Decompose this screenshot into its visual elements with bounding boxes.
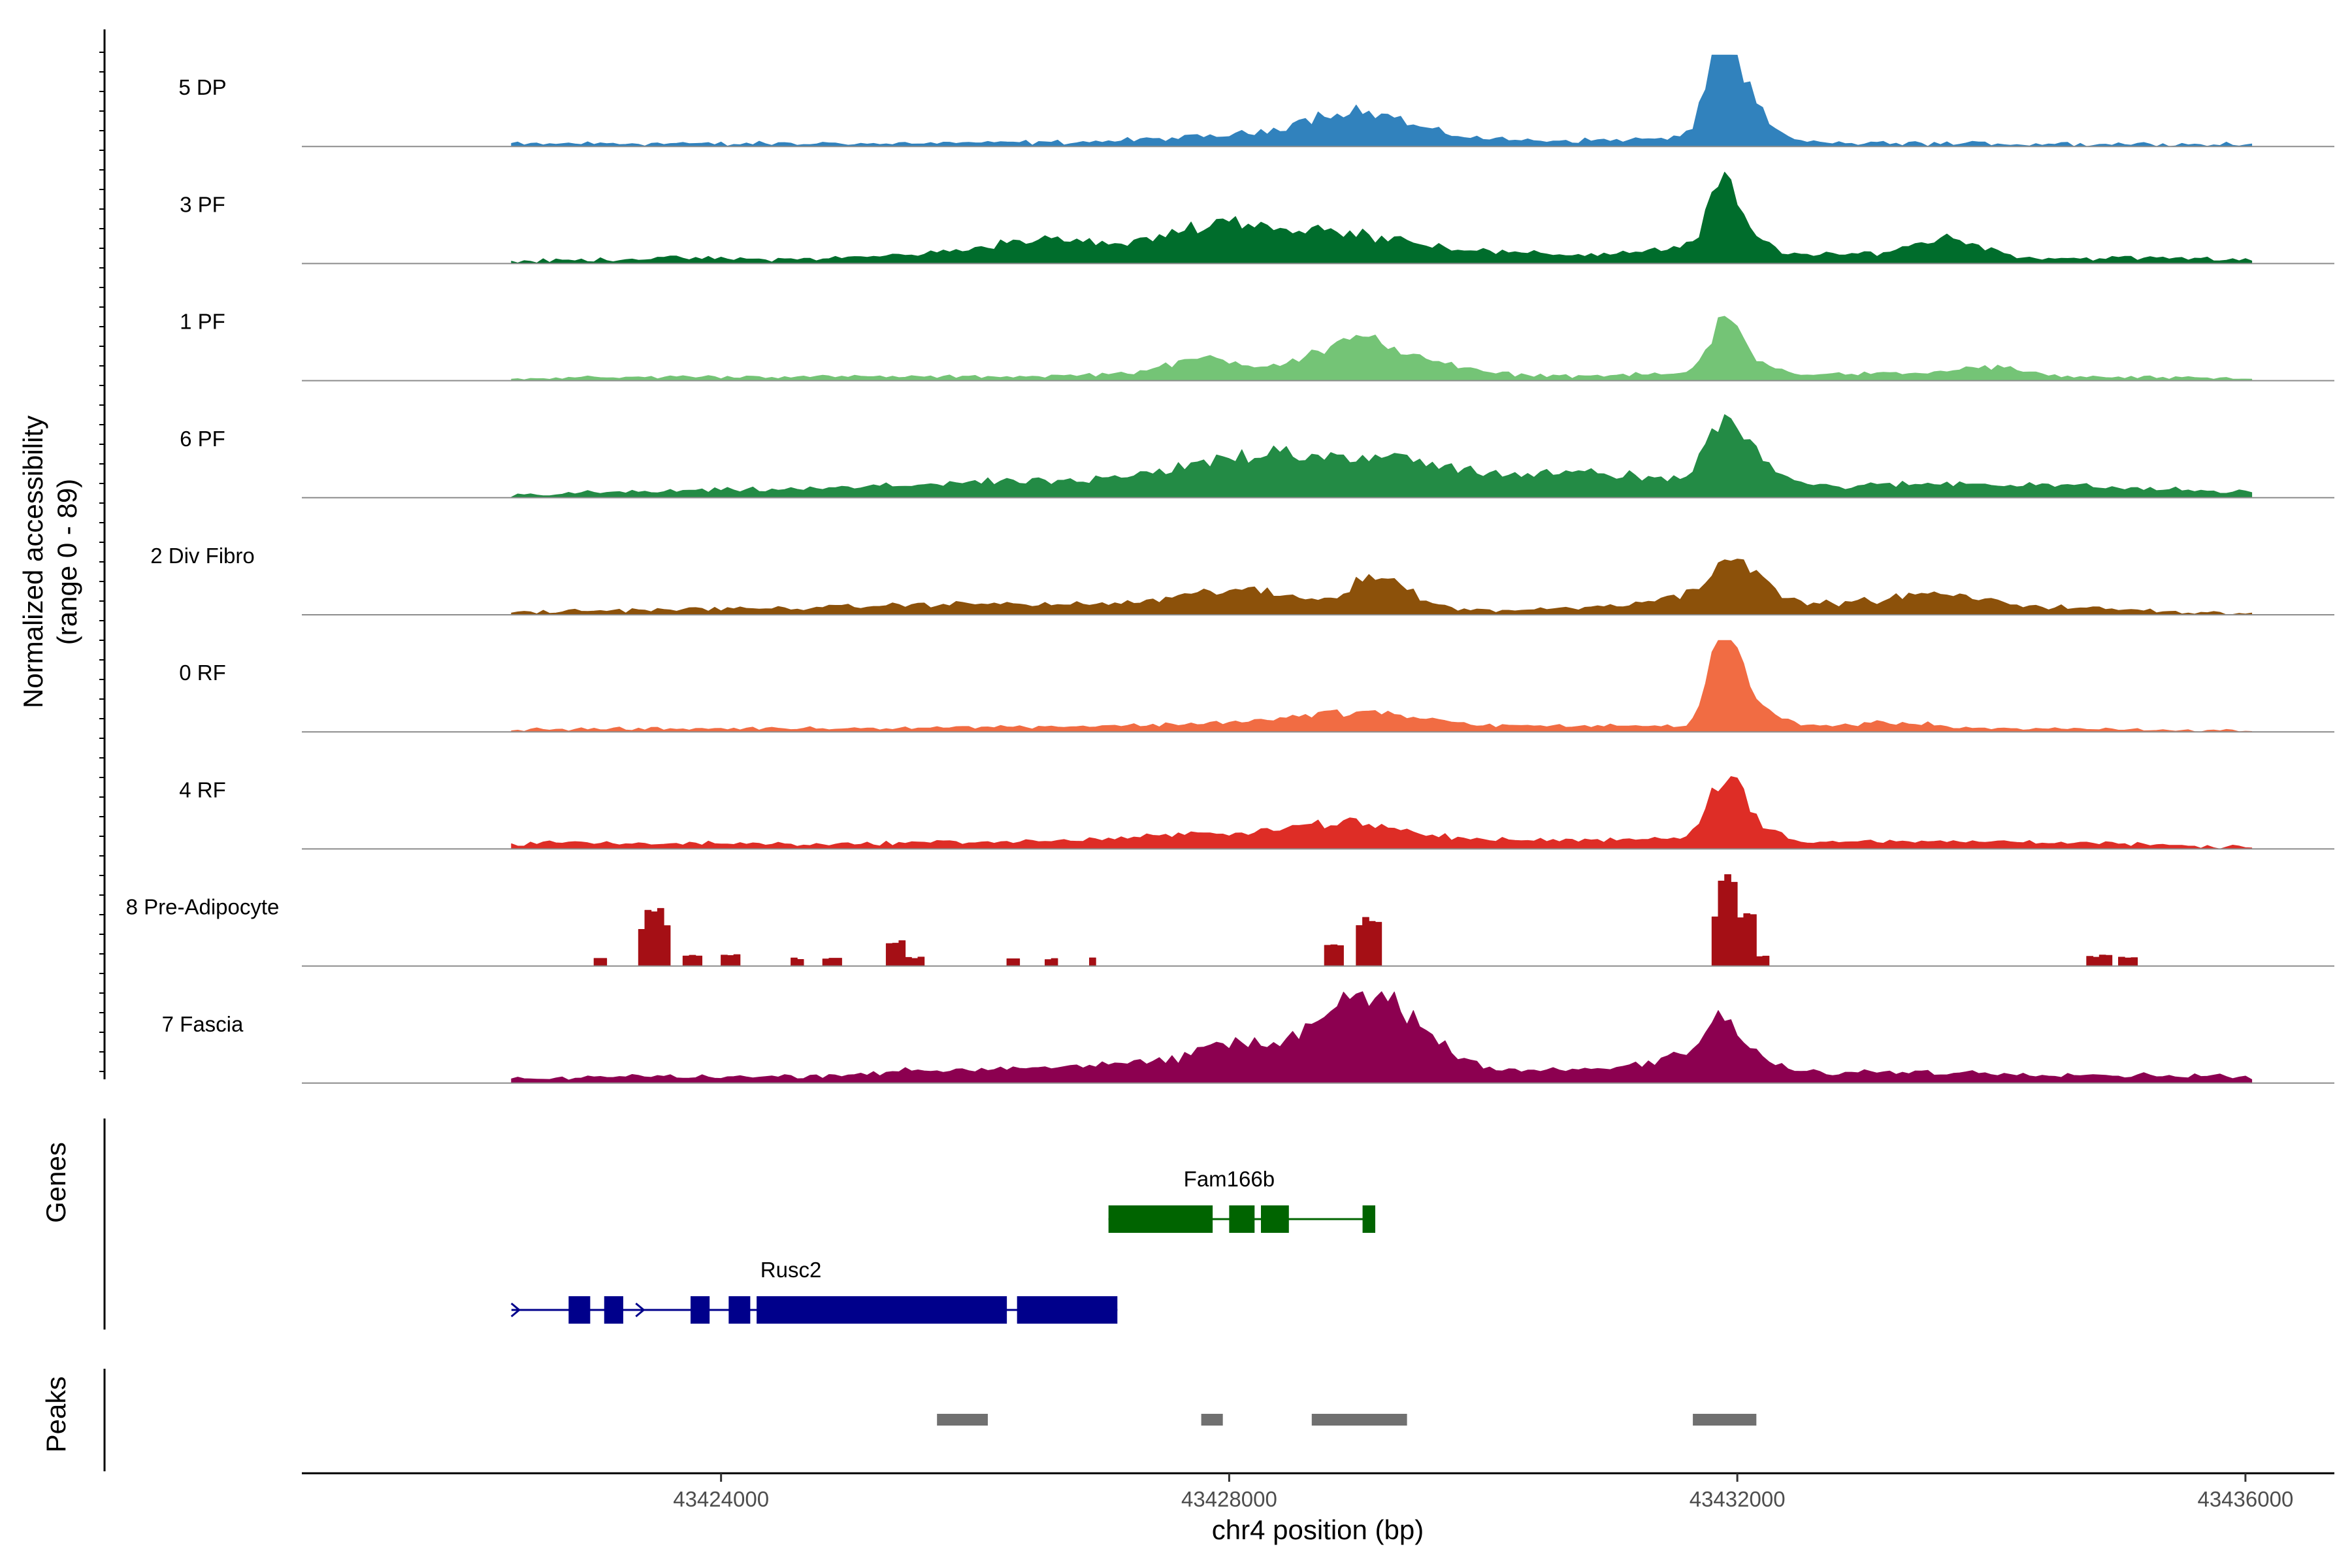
track-label: 0 RF xyxy=(179,661,226,685)
track-label: 4 RF xyxy=(179,777,226,802)
track-9: 7 Fascia xyxy=(162,991,2334,1084)
track-label: 8 Pre-Adipocyte xyxy=(126,895,280,919)
x-axis-tick-label: 43432000 xyxy=(1690,1487,1786,1511)
gene-annotation-track: Fam166b Rusc2 xyxy=(510,1167,1375,1324)
gene-fam166b: Fam166b xyxy=(1108,1167,1375,1233)
peaks-panel-title: Peaks xyxy=(41,1377,71,1453)
track-signal-area xyxy=(511,559,2253,615)
coverage-y-axis-ticks xyxy=(99,52,105,1072)
track-signal-area xyxy=(511,414,2253,498)
gene-exon xyxy=(757,1296,1007,1324)
track-signal-area xyxy=(511,991,2253,1084)
x-axis-tick-label: 43424000 xyxy=(673,1487,769,1511)
gene-label: Fam166b xyxy=(1184,1167,1275,1191)
gene-exon xyxy=(568,1296,591,1324)
track-signal-area xyxy=(511,640,2253,732)
track-label: 1 PF xyxy=(180,310,225,334)
gene-exon xyxy=(1108,1205,1213,1233)
track-8: 8 Pre-Adipocyte xyxy=(126,874,2334,967)
track-label: 3 PF xyxy=(180,192,225,216)
track-signal-area xyxy=(511,316,2253,382)
track-7: 4 RF xyxy=(179,776,2334,850)
y-axis-title-line2: (range 0 - 89) xyxy=(52,479,82,645)
peak-region xyxy=(937,1414,988,1426)
gene-rusc2: Rusc2 xyxy=(510,1258,1118,1324)
y-axis-title-line1: Normalized accessibility xyxy=(18,416,48,708)
peak-region xyxy=(1311,1414,1407,1426)
gene-exon xyxy=(604,1296,623,1324)
track-6: 0 RF xyxy=(179,640,2334,733)
track-1: 5 DP xyxy=(178,54,2334,148)
gene-exon xyxy=(1017,1296,1118,1324)
gene-exon xyxy=(1261,1205,1289,1233)
y-axis-title: Normalized accessibility (range 0 - 89) xyxy=(18,416,82,708)
strand-arrow xyxy=(510,1302,521,1318)
genes-panel-title: Genes xyxy=(41,1142,71,1223)
track-label: 5 DP xyxy=(178,75,226,99)
gene-exon xyxy=(1362,1205,1375,1233)
x-axis-tick-label: 43436000 xyxy=(2197,1487,2293,1511)
peak-track xyxy=(937,1414,1757,1426)
x-axis-tick-label: 43428000 xyxy=(1181,1487,1277,1511)
gene-exon xyxy=(728,1296,751,1324)
track-label: 7 Fascia xyxy=(162,1012,244,1036)
track-5: 2 Div Fibro xyxy=(150,544,2334,615)
coverage-tracks: 5 DP 3 PF 1 PF 6 PF 2 Div Fibro 0 RF 4 RF 8 Pre… xyxy=(126,54,2334,1084)
strand-arrow xyxy=(635,1302,645,1318)
peak-region xyxy=(1693,1414,1757,1426)
x-axis-ticks: 43424000 43428000 43432000 43436000 xyxy=(673,1473,2293,1511)
track-signal-area xyxy=(511,776,2253,849)
x-axis-title: chr4 position (bp) xyxy=(1212,1514,1424,1545)
track-label: 2 Div Fibro xyxy=(150,544,255,568)
track-signal-area xyxy=(511,54,2253,147)
peak-region xyxy=(1201,1414,1223,1426)
track-4: 6 PF xyxy=(180,414,2334,498)
gene-exon xyxy=(1229,1205,1255,1233)
track-signal-area xyxy=(511,171,2253,264)
track-label: 6 PF xyxy=(180,427,225,451)
track-2: 3 PF xyxy=(180,171,2334,265)
gene-label: Rusc2 xyxy=(760,1258,822,1282)
track-3: 1 PF xyxy=(180,310,2334,382)
gene-exon xyxy=(690,1296,710,1324)
